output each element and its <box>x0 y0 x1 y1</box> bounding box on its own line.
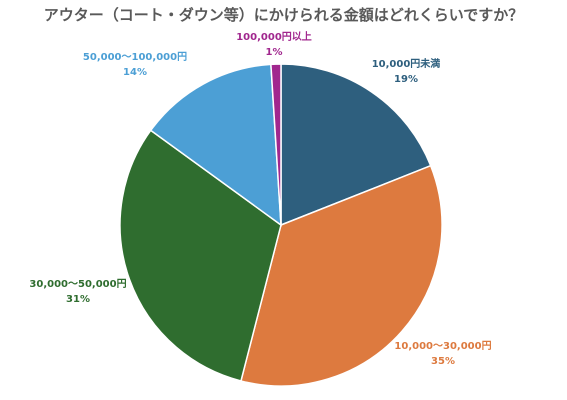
slice-label: 10,000〜30,000円 35% <box>394 339 491 369</box>
slice-category-label: 50,000〜100,000円 <box>82 52 188 63</box>
pie-slice <box>280 63 432 227</box>
pie-slice <box>270 63 282 226</box>
chart-title: アウター（コート・ダウン等）にかけられる金額はどれくらいですか？ <box>43 6 524 24</box>
slice-category-label: 10,000〜30,000円 <box>394 341 492 352</box>
slice-category-label: 10,000円未満 <box>371 59 441 70</box>
slice-label: 50,000〜100,000円 14% <box>83 50 187 80</box>
slice-percent-label: 1% <box>265 47 283 58</box>
slice-label: 100,000円以上 1% <box>236 30 312 60</box>
slice-category-label: 30,000〜50,000円 <box>29 279 127 290</box>
pie-slice <box>149 63 282 227</box>
pie-slice <box>240 164 443 387</box>
slice-percent-label: 35% <box>431 356 455 367</box>
slice-label: 10,000円未満 19% <box>372 57 441 87</box>
pie-slice <box>119 129 282 382</box>
slice-label: 30,000〜50,000円 31% <box>29 277 126 307</box>
slice-percent-label: 31% <box>66 294 90 305</box>
slice-percent-label: 19% <box>394 74 418 85</box>
slice-category-label: 100,000円以上 <box>236 32 312 43</box>
slice-percent-label: 14% <box>123 67 147 78</box>
